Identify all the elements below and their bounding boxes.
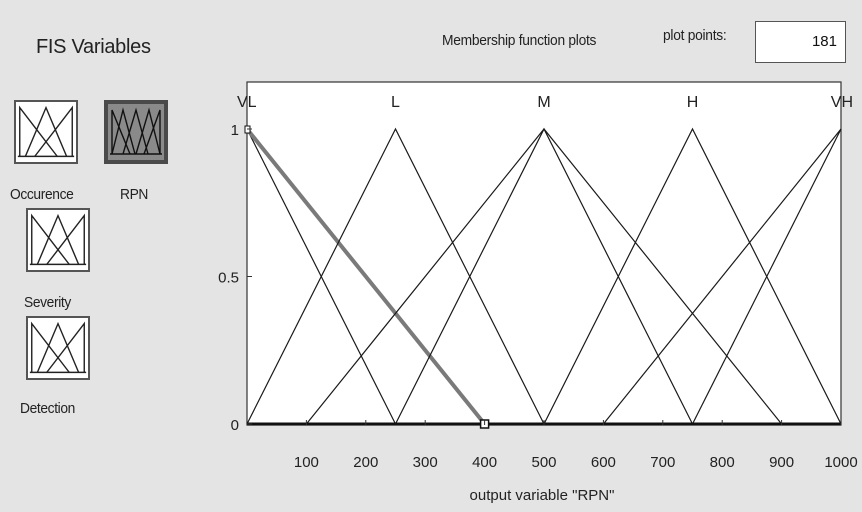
mf-triangles-icon bbox=[110, 107, 162, 155]
x-tick-label: 900 bbox=[769, 454, 794, 471]
axis-ticks: 100 200 300 400 500 600 700 800 900 1000 0 0.5 1 bbox=[218, 122, 858, 471]
detection-variable-icon[interactable] bbox=[26, 316, 90, 380]
mf-curve-m-wide[interactable] bbox=[305, 128, 783, 425]
y-tick-label: 1 bbox=[231, 122, 239, 139]
x-tick-label: 700 bbox=[650, 454, 675, 471]
mf-label-vl: VL bbox=[237, 94, 257, 111]
occurence-label: Occurence bbox=[10, 186, 74, 203]
rpn-variable-icon[interactable] bbox=[104, 100, 168, 164]
plot-area[interactable] bbox=[246, 81, 842, 426]
y-tick-label: 0.5 bbox=[218, 270, 239, 287]
x-tick-label: 800 bbox=[710, 454, 735, 471]
mf-labels: VL L M H VH bbox=[237, 94, 853, 111]
mf-triangles-icon bbox=[17, 105, 75, 158]
x-tick-label: 500 bbox=[531, 454, 556, 471]
plot-points-label: plot points: bbox=[663, 27, 727, 44]
rpn-label: RPN bbox=[120, 186, 149, 203]
x-axis-label: output variable "RPN" bbox=[470, 487, 615, 504]
x-tick-label: 600 bbox=[591, 454, 616, 471]
mf-label-vh: VH bbox=[831, 94, 853, 111]
mf-label-l: L bbox=[391, 94, 400, 111]
mf-label-h: H bbox=[687, 94, 699, 111]
fis-variables-title: FIS Variables bbox=[36, 36, 151, 58]
detection-label: Detection bbox=[20, 400, 75, 417]
membership-plot-title: Membership function plots bbox=[442, 32, 597, 49]
mf-triangles-icon bbox=[29, 321, 87, 374]
x-tick-label: 100 bbox=[294, 454, 319, 471]
x-tick-label: 1000 bbox=[824, 454, 857, 471]
mf-label-m: M bbox=[537, 94, 550, 111]
x-tick-label: 300 bbox=[413, 454, 438, 471]
mf-curve-vh-ext[interactable] bbox=[602, 128, 842, 425]
mf-curve-h[interactable] bbox=[543, 127, 842, 425]
severity-label: Severity bbox=[24, 294, 71, 311]
severity-variable-icon[interactable] bbox=[26, 208, 90, 272]
plot-background[interactable] bbox=[246, 81, 842, 426]
mf-curve-vh[interactable] bbox=[691, 128, 842, 425]
mf-curve-vl-ext[interactable] bbox=[245, 127, 487, 426]
plot-points-input[interactable]: 181 bbox=[755, 21, 846, 63]
mf-triangles-icon bbox=[29, 213, 87, 266]
x-tick-label: 200 bbox=[353, 454, 378, 471]
y-tick-label: 0 bbox=[231, 417, 239, 434]
occurence-variable-icon[interactable] bbox=[14, 100, 78, 164]
mf-curve-l[interactable] bbox=[246, 127, 545, 425]
x-tick-label: 400 bbox=[472, 454, 497, 471]
